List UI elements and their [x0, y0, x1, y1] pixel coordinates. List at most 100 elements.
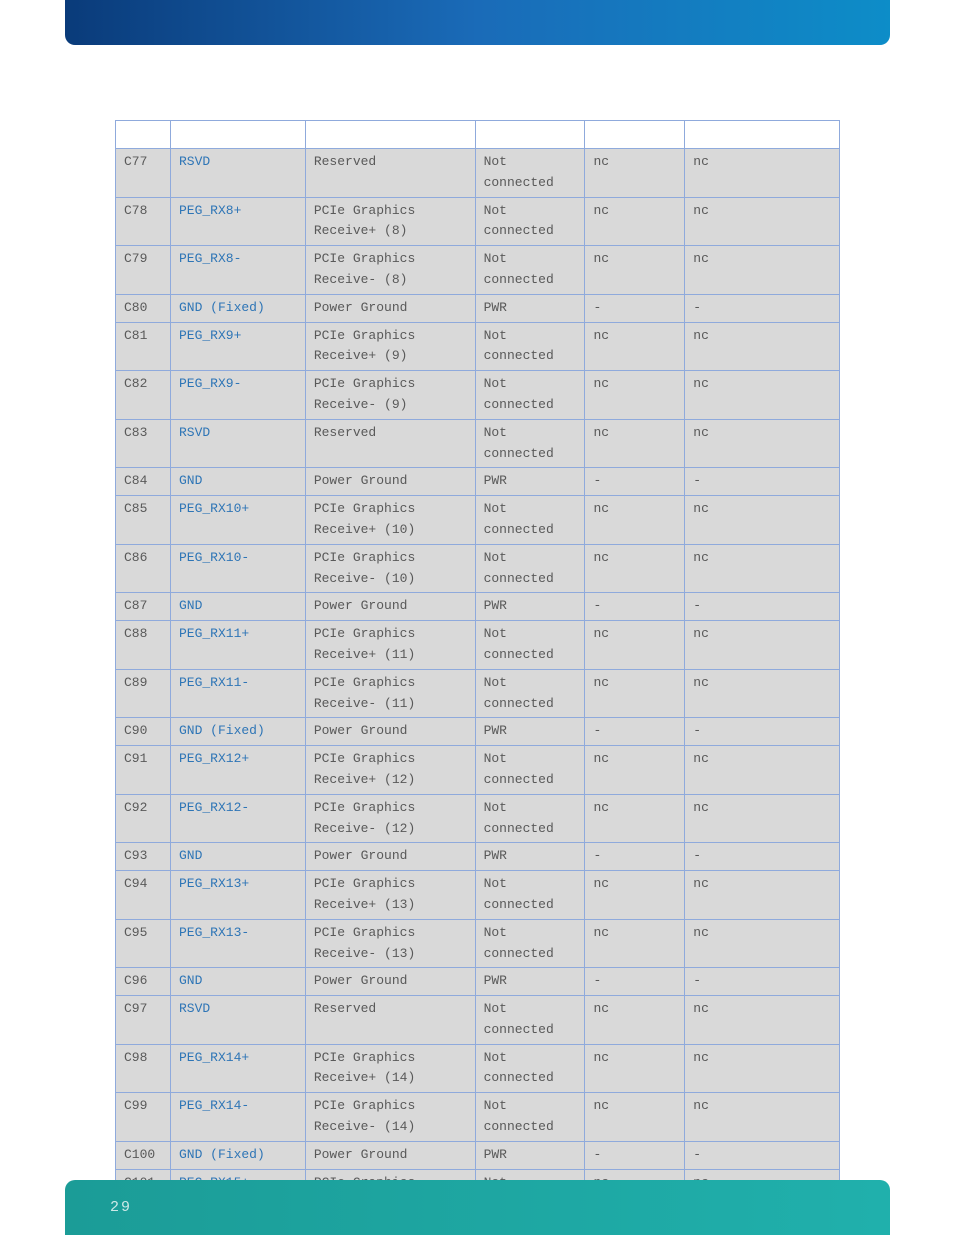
- table-row: C92PEG_RX12-PCIe Graphics Receive- (12)N…: [116, 794, 840, 843]
- cell-c1: PEG_RX14-: [170, 1093, 305, 1142]
- cell-c2: PCIe Graphics Receive- (11): [305, 669, 475, 718]
- cell-c5: nc: [685, 197, 840, 246]
- cell-c3: Not connected: [475, 669, 585, 718]
- cell-c4: -: [585, 843, 685, 871]
- cell-c5: nc: [685, 149, 840, 198]
- cell-c3: Not connected: [475, 919, 585, 968]
- cell-c3: Not connected: [475, 794, 585, 843]
- cell-c0: C92: [116, 794, 171, 843]
- cell-c0: C87: [116, 593, 171, 621]
- cell-c5: nc: [685, 496, 840, 545]
- cell-c2: PCIe Graphics Receive+ (10): [305, 496, 475, 545]
- cell-c2: PCIe Graphics Receive- (13): [305, 919, 475, 968]
- cell-c1: PEG_RX13-: [170, 919, 305, 968]
- cell-c0: C84: [116, 468, 171, 496]
- table-row: C98PEG_RX14+PCIe Graphics Receive+ (14)N…: [116, 1044, 840, 1093]
- cell-c4: nc: [585, 246, 685, 295]
- cell-c4: -: [585, 294, 685, 322]
- cell-c1: PEG_RX10-: [170, 544, 305, 593]
- cell-c1: GND (Fixed): [170, 1141, 305, 1169]
- cell-c2: Power Ground: [305, 593, 475, 621]
- cell-c5: -: [685, 593, 840, 621]
- header-cell: [170, 121, 305, 149]
- cell-c4: -: [585, 593, 685, 621]
- cell-c2: PCIe Graphics Receive+ (8): [305, 197, 475, 246]
- cell-c2: PCIe Graphics Receive- (9): [305, 371, 475, 420]
- cell-c1: GND: [170, 968, 305, 996]
- cell-c2: PCIe Graphics Receive+ (12): [305, 746, 475, 795]
- table-row: C100GND (Fixed)Power GroundPWR--: [116, 1141, 840, 1169]
- cell-c3: Not connected: [475, 149, 585, 198]
- cell-c0: C98: [116, 1044, 171, 1093]
- cell-c2: PCIe Graphics Receive- (10): [305, 544, 475, 593]
- cell-c5: -: [685, 843, 840, 871]
- table-row: C91PEG_RX12+PCIe Graphics Receive+ (12)N…: [116, 746, 840, 795]
- cell-c5: nc: [685, 996, 840, 1045]
- cell-c3: PWR: [475, 593, 585, 621]
- cell-c0: C79: [116, 246, 171, 295]
- cell-c4: nc: [585, 371, 685, 420]
- cell-c2: Reserved: [305, 149, 475, 198]
- cell-c4: nc: [585, 794, 685, 843]
- cell-c1: PEG_RX13+: [170, 871, 305, 920]
- cell-c1: GND: [170, 843, 305, 871]
- table-row: C86PEG_RX10-PCIe Graphics Receive- (10)N…: [116, 544, 840, 593]
- cell-c1: GND (Fixed): [170, 718, 305, 746]
- cell-c5: nc: [685, 246, 840, 295]
- table-row: C77RSVDReservedNot connectedncnc: [116, 149, 840, 198]
- cell-c0: C94: [116, 871, 171, 920]
- cell-c4: nc: [585, 996, 685, 1045]
- cell-c4: -: [585, 1141, 685, 1169]
- cell-c4: nc: [585, 621, 685, 670]
- cell-c1: PEG_RX11-: [170, 669, 305, 718]
- table-row: C87GNDPower GroundPWR--: [116, 593, 840, 621]
- pinout-table-container: C77RSVDReservedNot connectedncncC78PEG_R…: [115, 120, 840, 1197]
- cell-c2: Power Ground: [305, 468, 475, 496]
- cell-c3: Not connected: [475, 197, 585, 246]
- cell-c3: Not connected: [475, 322, 585, 371]
- cell-c5: nc: [685, 1044, 840, 1093]
- cell-c2: Power Ground: [305, 843, 475, 871]
- cell-c4: nc: [585, 544, 685, 593]
- table-row: C88PEG_RX11+PCIe Graphics Receive+ (11)N…: [116, 621, 840, 670]
- cell-c4: nc: [585, 419, 685, 468]
- cell-c4: nc: [585, 1044, 685, 1093]
- cell-c4: nc: [585, 496, 685, 545]
- cell-c5: nc: [685, 419, 840, 468]
- table-row: C79PEG_RX8-PCIe Graphics Receive- (8)Not…: [116, 246, 840, 295]
- cell-c2: Reserved: [305, 996, 475, 1045]
- cell-c4: nc: [585, 149, 685, 198]
- header-banner: [65, 0, 890, 45]
- cell-c4: -: [585, 968, 685, 996]
- cell-c0: C96: [116, 968, 171, 996]
- cell-c1: PEG_RX10+: [170, 496, 305, 545]
- cell-c5: nc: [685, 794, 840, 843]
- cell-c0: C82: [116, 371, 171, 420]
- cell-c1: PEG_RX11+: [170, 621, 305, 670]
- cell-c3: Not connected: [475, 496, 585, 545]
- cell-c0: C88: [116, 621, 171, 670]
- cell-c3: Not connected: [475, 871, 585, 920]
- cell-c0: C86: [116, 544, 171, 593]
- cell-c3: Not connected: [475, 996, 585, 1045]
- cell-c3: PWR: [475, 718, 585, 746]
- cell-c2: Reserved: [305, 419, 475, 468]
- cell-c4: nc: [585, 1093, 685, 1142]
- cell-c0: C77: [116, 149, 171, 198]
- cell-c1: GND: [170, 593, 305, 621]
- cell-c5: nc: [685, 371, 840, 420]
- cell-c3: Not connected: [475, 246, 585, 295]
- cell-c5: nc: [685, 621, 840, 670]
- cell-c0: C100: [116, 1141, 171, 1169]
- cell-c0: C95: [116, 919, 171, 968]
- table-row: C99PEG_RX14-PCIe Graphics Receive- (14)N…: [116, 1093, 840, 1142]
- cell-c5: nc: [685, 544, 840, 593]
- header-cell: [685, 121, 840, 149]
- cell-c5: nc: [685, 1093, 840, 1142]
- cell-c2: PCIe Graphics Receive+ (13): [305, 871, 475, 920]
- cell-c3: Not connected: [475, 419, 585, 468]
- cell-c1: PEG_RX8-: [170, 246, 305, 295]
- cell-c1: PEG_RX8+: [170, 197, 305, 246]
- cell-c4: nc: [585, 746, 685, 795]
- cell-c1: PEG_RX9+: [170, 322, 305, 371]
